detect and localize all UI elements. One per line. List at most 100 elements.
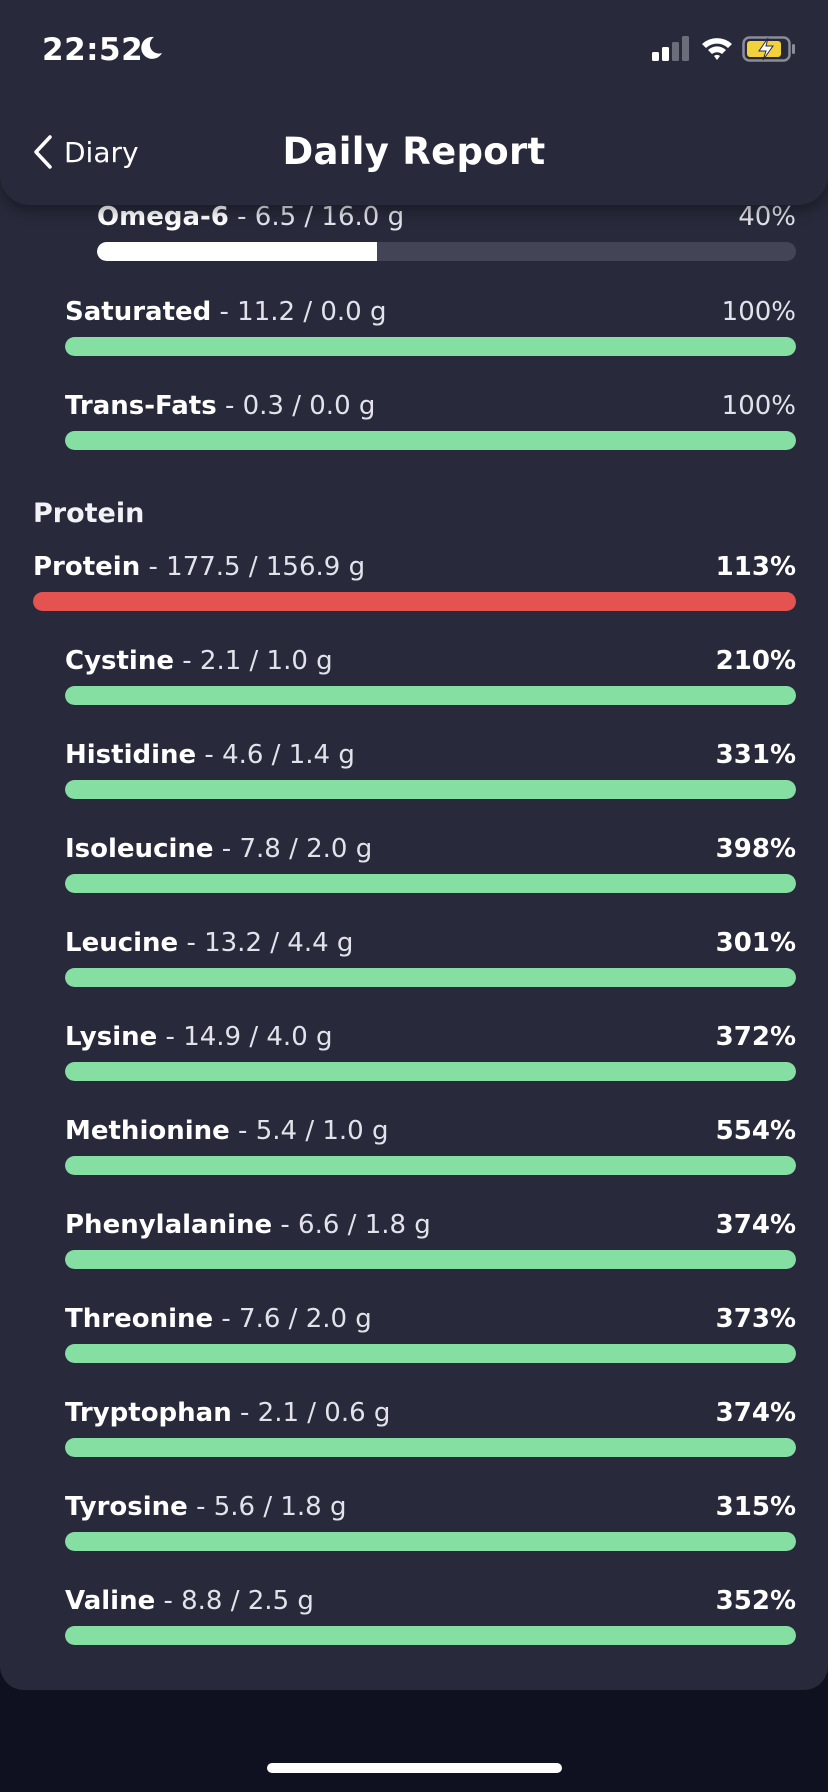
nutrient-label: Histidine - 4.6 / 1.4 g [65, 740, 355, 770]
progress-fill [65, 1532, 796, 1551]
nutrient-amount: - 14.9 / 4.0 g [157, 1022, 333, 1052]
nutrient-name: Valine [65, 1586, 156, 1616]
nutrient-row-header: Leucine - 13.2 / 4.4 g 301% [65, 928, 796, 960]
nutrient-label: Methionine - 5.4 / 1.0 g [65, 1116, 388, 1146]
nutrient-row: Tryptophan - 2.1 / 0.6 g 374% [65, 1398, 796, 1458]
nutrient-percent: 210% [715, 646, 796, 676]
nutrient-row-header: Phenylalanine - 6.6 / 1.8 g 374% [65, 1210, 796, 1242]
progress-track [65, 1156, 796, 1175]
nutrient-row: Trans-Fats - 0.3 / 0.0 g 100% [65, 391, 796, 451]
wifi-icon [702, 38, 732, 60]
nutrient-percent: 374% [715, 1398, 796, 1428]
nutrient-percent: 398% [715, 834, 796, 864]
nutrient-amount: - 0.3 / 0.0 g [216, 391, 376, 421]
nutrient-name: Leucine [65, 928, 179, 958]
battery-charging-icon [742, 36, 795, 62]
progress-track [97, 242, 796, 261]
nutrient-label: Valine - 8.8 / 2.5 g [65, 1586, 314, 1616]
progress-track [65, 1344, 796, 1363]
nutrient-label: Protein - 177.5 / 156.9 g [33, 552, 365, 582]
nutrient-label: Omega-6 - 6.5 / 16.0 g [97, 202, 404, 232]
nutrient-percent: 352% [715, 1586, 796, 1616]
nutrient-row-header: Histidine - 4.6 / 1.4 g 331% [65, 740, 796, 772]
nutrient-amount: - 5.6 / 1.8 g [187, 1492, 347, 1522]
nutrient-amount: - 4.6 / 1.4 g [196, 740, 355, 770]
nutrient-name: Tyrosine [65, 1492, 188, 1522]
nutrient-amount: - 6.6 / 1.8 g [272, 1210, 431, 1240]
nutrient-row-header: Protein - 177.5 / 156.9 g 113% [33, 552, 796, 584]
progress-fill [65, 1344, 796, 1363]
progress-fill [65, 1438, 796, 1457]
app-header: 22:52 Diary Daily Report [0, 0, 828, 205]
nutrient-row: Tyrosine - 5.6 / 1.8 g 315% [65, 1492, 796, 1552]
nutrient-row: Isoleucine - 7.8 / 2.0 g 398% [65, 834, 796, 894]
progress-fill [65, 1250, 796, 1269]
nutrient-row-header: Methionine - 5.4 / 1.0 g 554% [65, 1116, 796, 1148]
nutrient-name: Histidine [65, 740, 197, 770]
nutrient-row: Lysine - 14.9 / 4.0 g 372% [65, 1022, 796, 1082]
nutrient-percent: 40% [738, 202, 796, 232]
nutrient-row: Threonine - 7.6 / 2.0 g 373% [65, 1304, 796, 1364]
nutrient-label: Cystine - 2.1 / 1.0 g [65, 646, 333, 676]
progress-fill [65, 1156, 796, 1175]
nutrient-amount: - 13.2 / 4.4 g [178, 928, 354, 958]
nutrient-row-header: Isoleucine - 7.8 / 2.0 g 398% [65, 834, 796, 866]
progress-fill [65, 874, 796, 893]
progress-fill [65, 780, 796, 799]
progress-track [65, 431, 796, 450]
progress-track [65, 780, 796, 799]
back-label: Diary [64, 135, 139, 169]
nutrient-percent: 301% [715, 928, 796, 958]
nutrient-amount: - 177.5 / 156.9 g [140, 552, 366, 582]
nutrient-row: Phenylalanine - 6.6 / 1.8 g 374% [65, 1210, 796, 1270]
progress-track [65, 686, 796, 705]
progress-track [65, 1438, 796, 1457]
nutrient-label: Lysine - 14.9 / 4.0 g [65, 1022, 333, 1052]
nutrient-amount: - 6.5 / 16.0 g [228, 202, 405, 232]
nutrient-row: Saturated - 11.2 / 0.0 g 100% [65, 297, 796, 357]
progress-track [33, 592, 796, 611]
nutrient-amount: - 8.8 / 2.5 g [155, 1586, 314, 1616]
nutrient-amount: - 7.6 / 2.0 g [213, 1304, 372, 1334]
nutrient-name: Protein [33, 552, 141, 582]
nutrient-name: Methionine [65, 1116, 230, 1146]
nutrient-amount: - 5.4 / 1.0 g [229, 1116, 389, 1146]
progress-fill [33, 592, 796, 611]
moon-icon [141, 36, 162, 59]
progress-fill [65, 337, 796, 356]
progress-track [65, 874, 796, 893]
nutrient-row: Histidine - 4.6 / 1.4 g 331% [65, 740, 796, 800]
chevron-left-icon [34, 135, 52, 169]
nutrient-percent: 554% [715, 1116, 796, 1146]
nutrient-row-header: Tryptophan - 2.1 / 0.6 g 374% [65, 1398, 796, 1430]
nutrient-label: Saturated - 11.2 / 0.0 g [65, 297, 386, 327]
back-button[interactable]: Diary [30, 130, 139, 174]
nutrient-percent: 374% [715, 1210, 796, 1240]
nutrient-amount: - 2.1 / 1.0 g [174, 646, 333, 676]
page-title: Daily Report [282, 130, 546, 173]
nutrient-name: Tryptophan [65, 1398, 232, 1428]
progress-fill [65, 1626, 796, 1645]
nutrient-row-header: Trans-Fats - 0.3 / 0.0 g 100% [65, 391, 796, 423]
status-time: 22:52 [42, 32, 144, 68]
progress-track [65, 337, 796, 356]
nutrient-amount: - 11.2 / 0.0 g [211, 297, 387, 327]
nutrient-percent: 113% [715, 552, 796, 582]
progress-track [65, 968, 796, 987]
nutrient-label: Threonine - 7.6 / 2.0 g [65, 1304, 372, 1334]
nutrient-label: Trans-Fats - 0.3 / 0.0 g [65, 391, 375, 421]
nutrient-name: Isoleucine [65, 834, 214, 864]
nutrient-row: Cystine - 2.1 / 1.0 g 210% [65, 646, 796, 706]
nutrient-name: Lysine [65, 1022, 158, 1052]
nutrient-amount: - 2.1 / 0.6 g [231, 1398, 391, 1428]
progress-fill [65, 686, 796, 705]
nutrient-label: Isoleucine - 7.8 / 2.0 g [65, 834, 372, 864]
nutrient-percent: 100% [721, 297, 796, 327]
section-label-protein: Protein [33, 498, 145, 529]
progress-track [65, 1062, 796, 1081]
nutrient-row: Methionine - 5.4 / 1.0 g 554% [65, 1116, 796, 1176]
nutrient-row-header: Lysine - 14.9 / 4.0 g 372% [65, 1022, 796, 1054]
progress-fill [65, 1062, 796, 1081]
nutrient-row-header: Valine - 8.8 / 2.5 g 352% [65, 1586, 796, 1618]
progress-fill [65, 968, 796, 987]
